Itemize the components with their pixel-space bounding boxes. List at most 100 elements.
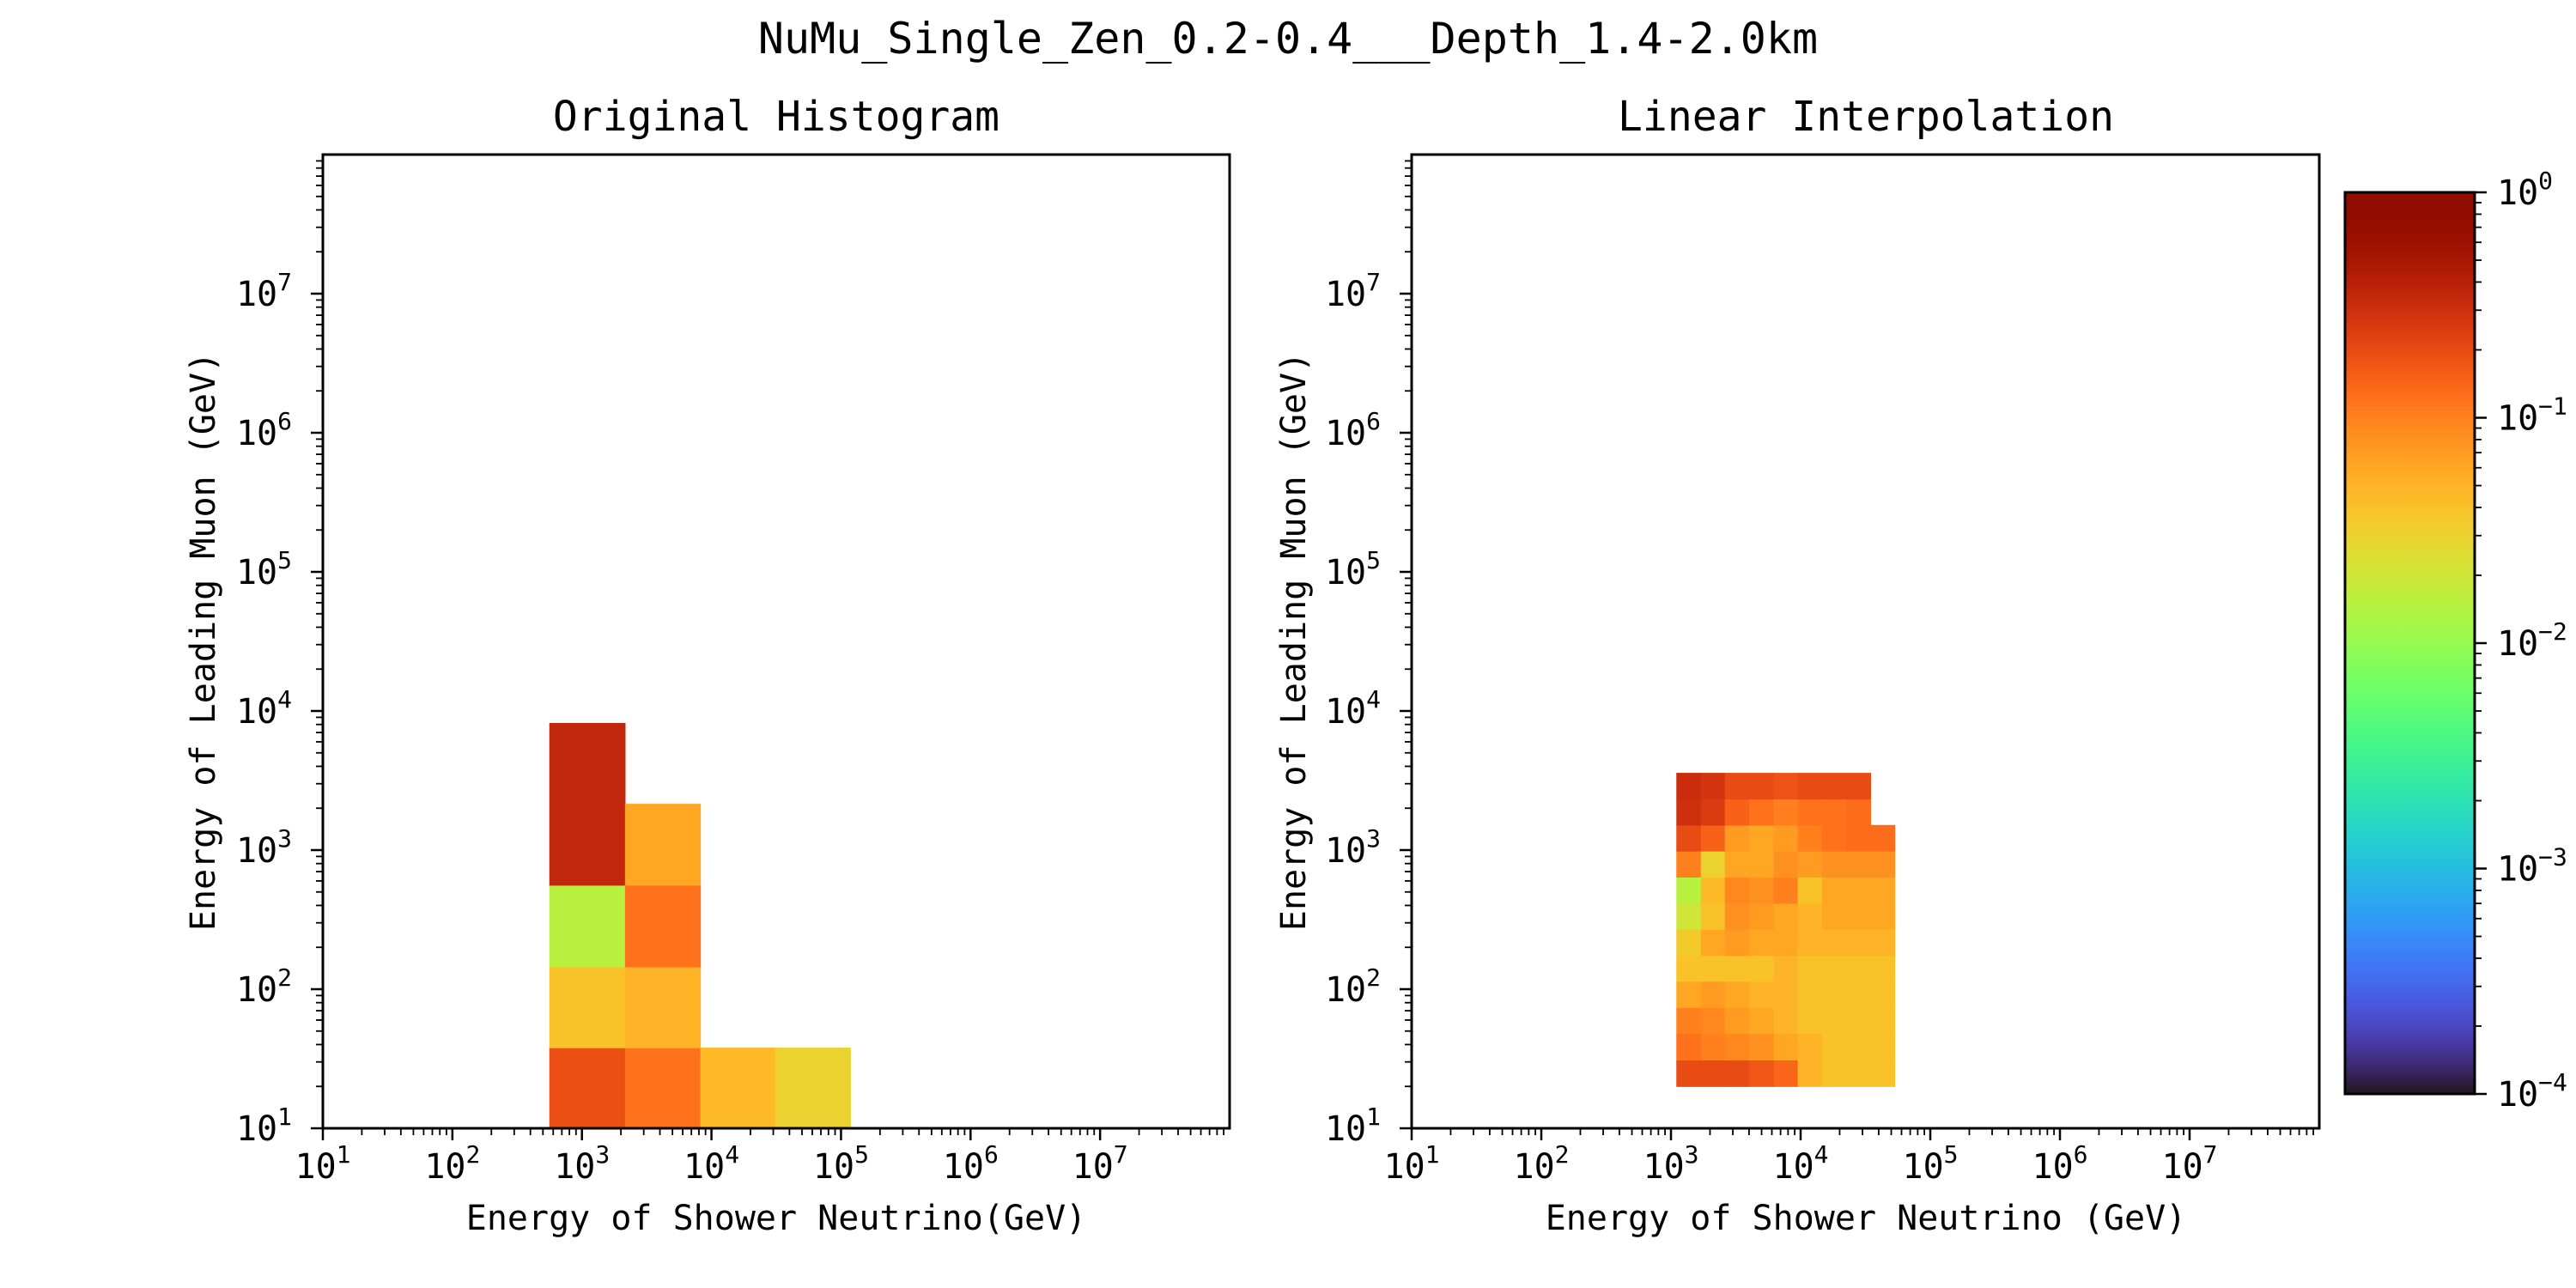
colorbar: 100 10−1 10−2 10−3 10−4: [2343, 167, 2567, 1115]
axes-frame: [321, 153, 1231, 1130]
y-tick-label: 106: [1325, 407, 1381, 453]
x-axis-ticks: 101 102 103 104 105 106 107: [1383, 1128, 2314, 1187]
colorbar-gradient: [2345, 192, 2475, 1094]
heatmap-cell: [1700, 1060, 1726, 1087]
heatmap-cell: [1700, 799, 1726, 826]
heatmap-cell: [1870, 902, 1896, 930]
heatmap-cell: [1748, 1033, 1775, 1060]
heatmap-cell: [1748, 824, 1775, 852]
x-tick-label: 103: [554, 1140, 610, 1187]
heatmap-cell: [1724, 929, 1750, 957]
colorbar-tick-label: 10−1: [2497, 392, 2567, 439]
heatmap-cell: [1846, 773, 1872, 800]
heatmap-cell: [1797, 851, 1823, 878]
heatmap-cell: [1797, 981, 1823, 1008]
colorbar-tick-label: 10−3: [2497, 843, 2567, 890]
heatmap-cell: [1676, 1033, 1702, 1060]
heatmap-cell: [1821, 1007, 1847, 1035]
x-axis-label: Energy of Shower Neutrino(GeV): [466, 1199, 1086, 1238]
heatmap-cell: [1797, 1033, 1823, 1060]
heatmap-cell: [1724, 1060, 1750, 1087]
heatmap-cell: [1700, 902, 1726, 930]
colorbar-ticks: 100 10−1 10−2 10−3 10−4: [2475, 167, 2567, 1115]
heatmap-cell: [549, 884, 626, 968]
x-tick-label: 105: [813, 1140, 869, 1187]
heatmap-cell: [1797, 824, 1823, 852]
heatmap-cell: [1846, 1033, 1872, 1060]
y-tick-label: 103: [236, 824, 292, 871]
heatmap-cell: [1724, 902, 1750, 930]
heatmap-cell: [1748, 877, 1775, 904]
heatmap-cell: [1870, 824, 1896, 852]
heatmap-cell: [624, 884, 702, 968]
x-tick-label: 102: [1513, 1140, 1569, 1187]
heatmap-cell: [1773, 1060, 1799, 1087]
x-tick-label: 104: [1772, 1140, 1828, 1187]
x-tick-label: 103: [1643, 1140, 1698, 1187]
heatmap-cell: [1700, 1033, 1726, 1060]
y-tick-label: 105: [236, 546, 292, 592]
heatmap-cell: [1724, 955, 1750, 982]
heatmap-cell: [1748, 1060, 1775, 1087]
heatmap-cell: [1821, 824, 1847, 852]
heatmap-cell: [1821, 902, 1847, 930]
heatmap-cell: [1846, 1007, 1872, 1035]
heatmap-cell: [1676, 1060, 1702, 1087]
heatmap-cell: [1846, 1060, 1872, 1087]
figure-suptitle: NuMu_Single_Zen_0.2-0.4___Depth_1.4-2.0k…: [758, 14, 1818, 64]
heatmap-cell: [1700, 851, 1726, 878]
heatmap-cell: [1797, 799, 1823, 826]
heatmap-cell: [1797, 1060, 1823, 1087]
heatmap-cell: [1797, 877, 1823, 904]
y-tick-label: 104: [1325, 685, 1381, 732]
x-tick-label: 107: [1072, 1140, 1128, 1187]
heatmap-cell: [1724, 1033, 1750, 1060]
heatmap-cell: [1748, 799, 1775, 826]
heatmap-cells: [549, 722, 851, 1129]
y-axis-label: Energy of Leading Muon (GeV): [184, 352, 223, 931]
heatmap-cell: [1676, 902, 1702, 930]
y-tick-label: 107: [1325, 268, 1381, 314]
heatmap-cell: [1724, 981, 1750, 1008]
x-tick-label: 106: [943, 1140, 999, 1187]
heatmap-cell: [624, 804, 702, 886]
heatmap-cell: [1724, 824, 1750, 852]
heatmap-cell: [549, 966, 626, 1048]
colorbar-tick-label: 10−2: [2497, 617, 2567, 664]
heatmap-cell: [1773, 929, 1799, 957]
heatmap-cell: [1676, 851, 1702, 878]
x-tick-label: 105: [1902, 1140, 1958, 1187]
heatmap-cell: [1676, 1007, 1702, 1035]
heatmap-cell: [1748, 929, 1775, 957]
colorbar-tick-label: 100: [2497, 167, 2553, 213]
heatmap-cell: [1724, 773, 1750, 800]
heatmap-cell: [1870, 955, 1896, 982]
heatmap-cell: [1870, 981, 1896, 1008]
heatmap-cell: [1724, 1007, 1750, 1035]
heatmap-cell: [1870, 1007, 1896, 1035]
y-tick-label: 101: [236, 1103, 292, 1149]
heatmap-cell: [1821, 851, 1847, 878]
heatmap-cell: [1870, 877, 1896, 904]
heatmap-cell: [1821, 877, 1847, 904]
panel-linear-interpolation: Linear Interpolation 101 102 103 104 105 106 1…: [1274, 93, 2321, 1238]
heatmap-cell: [1773, 1007, 1799, 1035]
heatmap-cell: [1846, 981, 1872, 1008]
y-tick-label: 105: [1325, 546, 1381, 592]
heatmap-cell: [1700, 877, 1726, 904]
heatmap-cell: [1773, 851, 1799, 878]
heatmap-cell: [1846, 955, 1872, 982]
heatmap-cell: [1748, 955, 1775, 982]
x-tick-label: 101: [295, 1140, 350, 1187]
axes-frame: [1410, 153, 2321, 1130]
colorbar-tick-label: 10−4: [2497, 1068, 2567, 1115]
heatmap-cell: [1797, 929, 1823, 957]
heatmap-cell: [1821, 1033, 1847, 1060]
y-tick-label: 103: [1325, 824, 1381, 871]
heatmap-cell: [1748, 773, 1775, 800]
heatmap-cells: [1676, 773, 1896, 1087]
heatmap-cell: [1870, 851, 1896, 878]
panel-title: Original Histogram: [553, 93, 999, 141]
heatmap-cell: [1773, 1033, 1799, 1060]
